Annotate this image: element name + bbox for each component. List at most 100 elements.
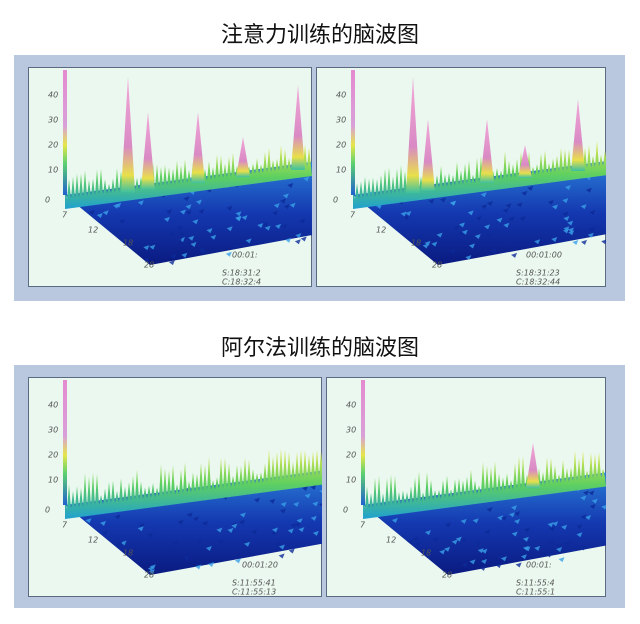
surface-patch [304,493,311,499]
current-time: C:11:55:1 [516,588,555,597]
surface-patch [114,514,121,520]
depth-tick-label: 7 [62,211,68,220]
y-tick-label: 20 [48,141,58,150]
surface-patch [461,562,468,568]
surface-patch [460,518,467,524]
surface-patch [271,210,278,216]
surface-ridge [65,448,322,519]
current-time: C:11:55:13 [232,588,276,597]
surface-patch [511,505,518,511]
current-time: C:18:32:4 [222,278,261,287]
time-label: 00:01:00 [526,251,562,260]
surface-patch [514,511,521,517]
y-tick-label: 10 [48,166,58,175]
surface-patch [241,215,248,221]
surface-patch [288,548,295,554]
screenshot: 40 30 20 10 0 7 12 18 28 00:01:00 S:18:31:23C:18:3… [316,67,637,287]
surface-patch [181,252,188,258]
surface-spike [571,99,585,171]
surface-patch [250,529,257,535]
surface-patch [257,223,264,229]
surface-patch [634,524,640,529]
surface-patch [269,498,276,504]
depth-tick-label: 7 [360,521,366,530]
surface-spike [406,77,420,193]
surface-patch [143,257,150,263]
surface-patch [298,527,305,533]
surface-ridge [65,144,312,209]
depth-tick-label: 0 [45,196,50,205]
surface-patch [561,524,568,530]
surface-patch [625,224,631,229]
depth-tick-label: 28 [432,261,442,270]
start-time: S:18:31:2 [222,269,261,278]
surface-spike [236,137,250,178]
surface-patch [149,244,156,250]
surface-patch [522,545,529,551]
surface-patch [439,549,446,555]
surface-patch [170,253,177,259]
surface-patch [631,211,637,216]
surface-patch [564,184,571,190]
surface-patch [556,543,563,549]
surface-patch [551,237,558,243]
surface-patch [192,516,199,522]
surface-patch [271,527,278,533]
surface-patch [198,246,205,252]
surface-patch [628,235,634,240]
surface-patch [148,569,155,575]
surface-patch [591,498,598,504]
surface-patch [505,203,512,209]
surface-patch [534,545,541,551]
color-scale [361,380,365,505]
surface-patch [310,485,317,491]
depth-tick-label: 12 [88,536,98,545]
surface-patch [205,546,212,552]
surface-patch [562,198,569,204]
surface-patch [310,515,317,521]
surface-patch [500,556,507,562]
surface-spike [526,443,540,489]
surface-patch [273,203,280,209]
surface-patch [100,520,107,526]
y-tick-label: 40 [346,401,356,410]
surface-spike [191,112,205,184]
surface-patch [280,223,287,229]
surface-patch [585,515,592,521]
surface-patch [563,226,570,232]
surface-patch [405,211,412,217]
depth-tick-label: 28 [144,261,154,270]
surface-patch [455,536,462,542]
surface-patch [210,234,217,240]
surface-patch [468,243,475,249]
surface-patch [497,515,504,521]
surface-patch [312,530,319,536]
surface-patch [280,198,287,204]
surface-patch [580,514,587,520]
time-label: 00:01: [232,251,258,260]
depth-tick-label: 12 [88,226,98,235]
surface-patch [198,209,205,215]
surface-patch [287,182,294,188]
y-tick-label: 30 [336,116,346,125]
surface-patch [302,485,309,491]
surface-patch [238,519,245,525]
surface-patch [425,554,432,560]
surface-patch [588,227,595,233]
surface-patch [549,526,556,532]
surface-patch [208,562,215,568]
surface-spike [518,145,532,179]
depth-tick-label: 7 [62,521,68,530]
surface-patch [244,541,251,547]
surface-patch [547,522,554,528]
start-time: S:11:55:4 [516,579,555,588]
depth-tick-label: 12 [376,226,386,235]
surface-patch [391,517,398,523]
surface-patch [481,548,488,554]
surface-patch [625,212,631,217]
surface-patch [117,236,124,242]
surface-patch [190,241,197,247]
surface-patch [630,234,636,239]
surface-patch [294,239,301,245]
surface-patch [562,211,569,217]
